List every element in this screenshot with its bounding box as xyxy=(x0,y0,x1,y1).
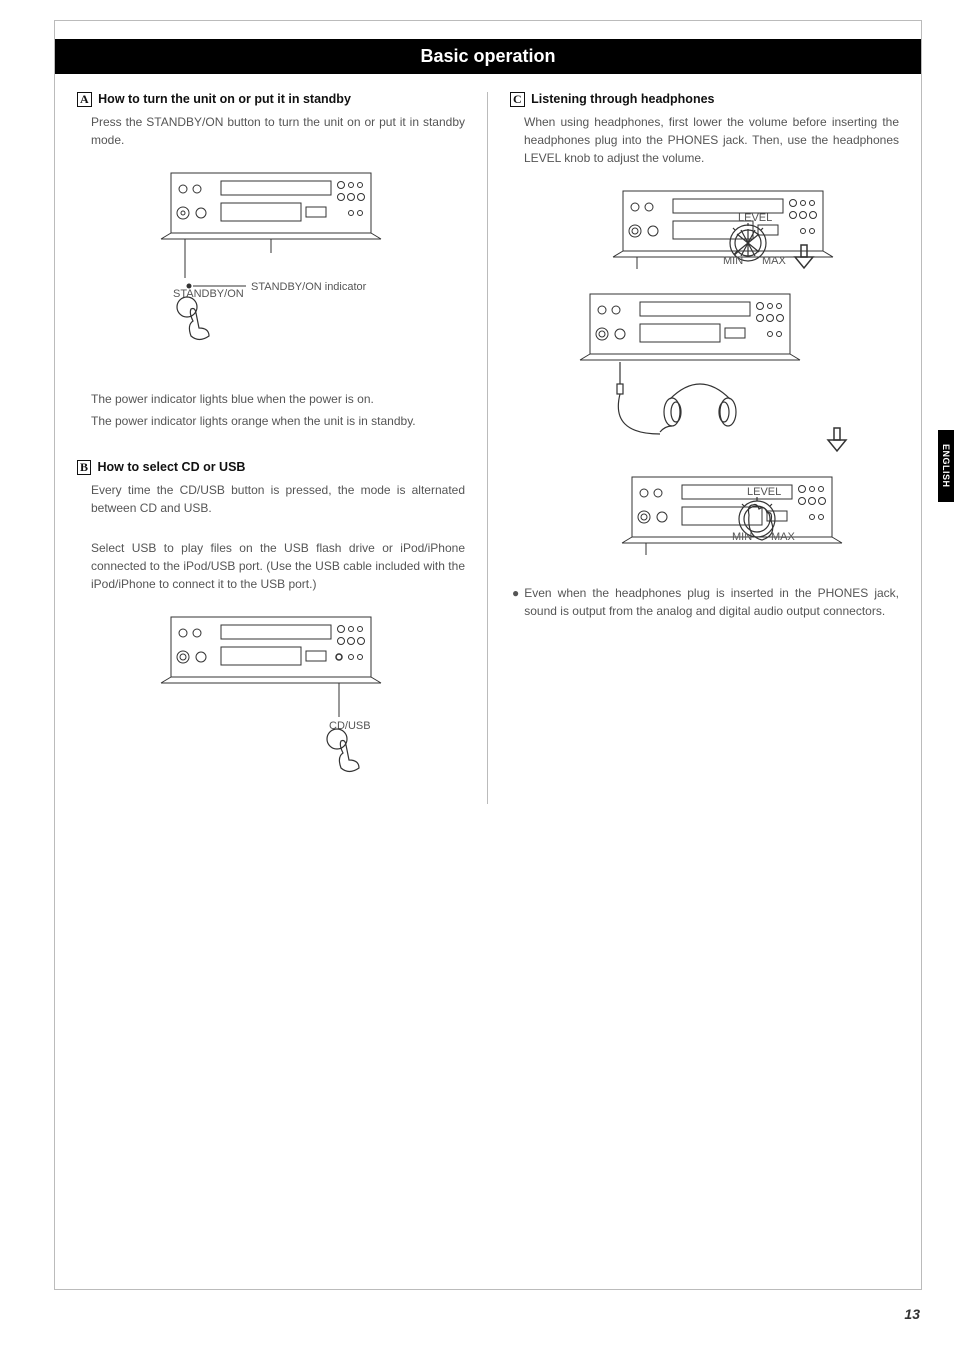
section-a-diagram: STANDBY/ON indicator STANDBY/ON xyxy=(77,163,465,368)
cdusb-button-label: CD/USB xyxy=(329,720,371,732)
svg-text:MIN: MIN xyxy=(732,531,752,543)
standby-indicator-caption: STANDBY/ON indicator xyxy=(251,281,367,293)
section-a-p3: The power indicator lights orange when t… xyxy=(77,412,465,430)
section-b-p2: Select USB to play files on the USB flas… xyxy=(77,539,465,593)
page-frame: Basic operation A How to turn the unit o… xyxy=(54,20,922,1290)
section-a-title: How to turn the unit on or put it in sta… xyxy=(98,92,351,106)
section-title: Basic operation xyxy=(420,46,555,66)
section-b-heading: B How to select CD or USB xyxy=(77,460,465,475)
level-label-1: LEVEL xyxy=(738,212,772,224)
bullet-icon: ● xyxy=(512,584,519,624)
svg-text:MAX: MAX xyxy=(771,531,796,543)
level-label-2: LEVEL xyxy=(747,486,781,498)
section-c-diagram: LEVEL MIN MAX xyxy=(510,181,899,562)
svg-text:MIN: MIN xyxy=(723,255,743,267)
section-c-title: Listening through headphones xyxy=(531,92,714,106)
section-b-p1: Every time the CD/USB button is pressed,… xyxy=(77,481,465,517)
section-c-note-text: Even when the headphones plug is inserte… xyxy=(524,584,899,620)
section-a-heading: A How to turn the unit on or put it in s… xyxy=(77,92,465,107)
section-b-letter: B xyxy=(77,460,91,475)
section-header-bar: Basic operation xyxy=(55,39,921,74)
section-c-p1: When using headphones, first lower the v… xyxy=(510,113,899,167)
arrow-down-icon xyxy=(825,426,849,459)
section-b-diagram: CD/USB xyxy=(77,607,465,782)
language-tab: ENGLISH xyxy=(938,430,954,502)
section-a-letter: A xyxy=(77,92,92,107)
section-c-heading: C Listening through headphones xyxy=(510,92,899,107)
section-c-note: ● Even when the headphones plug is inser… xyxy=(510,584,899,624)
left-column: A How to turn the unit on or put it in s… xyxy=(55,92,488,804)
svg-text:MAX: MAX xyxy=(762,255,787,267)
section-a-p2: The power indicator lights blue when the… xyxy=(77,390,465,408)
section-a-p1: Press the STANDBY/ON button to turn the … xyxy=(77,113,465,149)
page-number: 13 xyxy=(904,1306,920,1322)
right-column: C Listening through headphones When usin… xyxy=(488,92,921,804)
section-b-title: How to select CD or USB xyxy=(98,460,246,474)
section-c-letter: C xyxy=(510,92,525,107)
arrow-down-icon xyxy=(792,243,816,276)
two-column-layout: A How to turn the unit on or put it in s… xyxy=(55,74,921,804)
